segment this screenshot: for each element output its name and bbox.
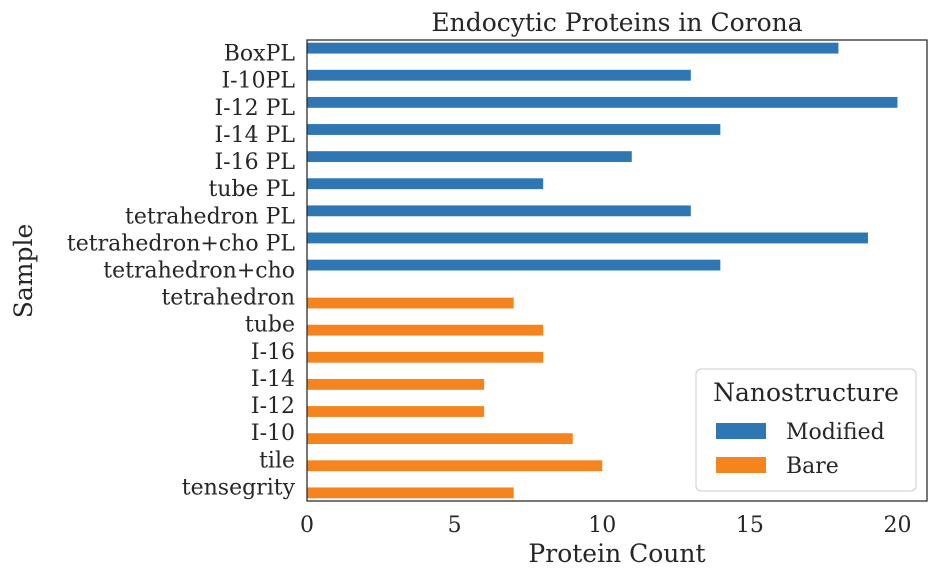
y-tick-label: I-12 PL bbox=[214, 96, 295, 121]
y-tick-label: tetrahedron bbox=[161, 286, 295, 311]
bar-bare-14 bbox=[307, 433, 573, 445]
x-tick-label: 10 bbox=[588, 513, 616, 538]
y-tick-label: tensegrity bbox=[182, 475, 296, 500]
legend-swatch-modified bbox=[716, 423, 766, 439]
bar-modified-3 bbox=[307, 124, 721, 135]
y-tick-label: BoxPL bbox=[224, 42, 296, 67]
x-tick-label: 0 bbox=[300, 513, 314, 538]
x-axis-label: Protein Count bbox=[528, 539, 705, 568]
bar-modified-1 bbox=[307, 69, 691, 81]
x-tick-label: 20 bbox=[883, 513, 911, 538]
legend-label-bare: Bare bbox=[786, 454, 839, 479]
bar-modified-2 bbox=[307, 96, 898, 108]
y-tick-label: tube PL bbox=[208, 177, 295, 202]
y-tick-label: I-14 PL bbox=[214, 123, 295, 148]
y-axis-label: Sample bbox=[9, 224, 38, 319]
x-tick-label: 5 bbox=[448, 513, 462, 538]
bar-bare-16 bbox=[307, 487, 514, 499]
bar-modified-8 bbox=[307, 259, 721, 271]
y-tick-label: tile bbox=[259, 448, 295, 473]
bar-bare-10 bbox=[307, 324, 544, 336]
y-tick-label: tetrahedron+cho bbox=[103, 259, 295, 284]
bar-modified-4 bbox=[307, 151, 632, 163]
bar-modified-0 bbox=[307, 42, 839, 54]
y-tick-label: tube bbox=[245, 313, 295, 338]
bar-modified-6 bbox=[307, 205, 691, 217]
x-tick-label: 15 bbox=[736, 513, 764, 538]
legend-title: Nanostructure bbox=[713, 378, 899, 407]
y-tick-label: tetrahedron+cho PL bbox=[67, 231, 296, 256]
chart-title: Endocytic Proteins in Corona bbox=[431, 8, 802, 37]
legend-swatch-bare bbox=[716, 457, 766, 473]
bar-bare-15 bbox=[307, 460, 603, 472]
y-tick-label: I-14 bbox=[251, 367, 295, 392]
bar-modified-5 bbox=[307, 178, 544, 190]
y-tick-label: I-10 bbox=[251, 421, 295, 446]
y-tick-label: I-12 bbox=[251, 394, 295, 419]
bar-bare-11 bbox=[307, 351, 544, 363]
y-tick-label: I-16 PL bbox=[214, 150, 295, 175]
bar-bare-13 bbox=[307, 406, 485, 417]
bar-modified-7 bbox=[307, 232, 868, 244]
plot-frame bbox=[306, 39, 928, 502]
bars-group bbox=[307, 42, 898, 499]
x-tick-labels: 0 5 10 15 20 bbox=[300, 513, 911, 538]
y-tick-label: tetrahedron PL bbox=[125, 204, 295, 229]
y-tick-label: I-10PL bbox=[221, 69, 295, 94]
bar-bare-12 bbox=[307, 378, 485, 390]
legend-label-modified: Modified bbox=[786, 420, 885, 445]
legend: Nanostructure Modified Bare bbox=[695, 368, 917, 492]
bar-bare-9 bbox=[307, 297, 514, 309]
y-tick-label: I-16 bbox=[251, 340, 295, 365]
